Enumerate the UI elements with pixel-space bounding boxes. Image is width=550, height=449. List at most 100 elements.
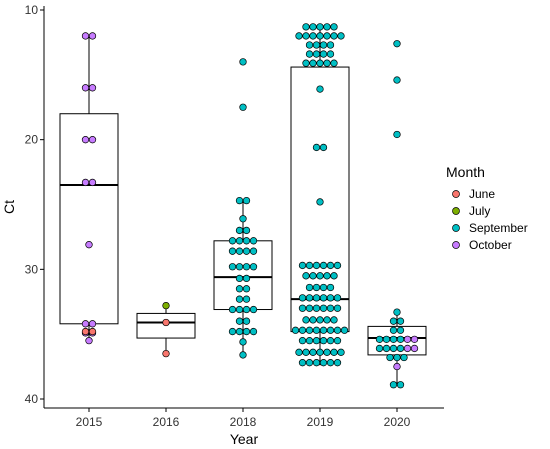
data-point (319, 337, 328, 345)
data-point (239, 58, 247, 66)
legend-label: June (469, 187, 495, 201)
data-point (305, 41, 314, 49)
box-body (136, 312, 196, 339)
data-point (239, 351, 247, 359)
data-point (235, 305, 244, 314)
data-point (396, 326, 405, 334)
data-point (396, 317, 405, 325)
data-point (305, 50, 314, 58)
data-point (242, 263, 251, 271)
data-point (302, 23, 310, 31)
data-point (298, 304, 307, 312)
data-point (326, 41, 335, 49)
legend-key (452, 207, 460, 215)
data-point (396, 381, 405, 389)
data-point (242, 237, 251, 245)
data-point (319, 326, 328, 334)
data-point (323, 59, 331, 67)
box-body (290, 66, 350, 333)
data-point (319, 359, 328, 367)
data-point (242, 196, 251, 205)
legend-key (452, 224, 460, 232)
data-point (235, 317, 244, 325)
data-point (309, 348, 317, 356)
data-point (333, 337, 342, 345)
data-point (81, 320, 90, 328)
legend-title: Month (446, 164, 485, 180)
data-point (330, 32, 338, 40)
data-point (88, 32, 97, 40)
data-point (323, 23, 331, 31)
data-point (316, 316, 324, 324)
data-point (309, 272, 317, 280)
data-point (298, 359, 307, 367)
data-point (162, 301, 170, 310)
data-point (309, 59, 317, 67)
data-point (312, 294, 321, 302)
data-point (333, 359, 342, 367)
data-point (316, 59, 324, 67)
y-tick-label: 20 (25, 133, 39, 147)
data-point (249, 327, 258, 336)
data-point (249, 237, 258, 245)
data-point (319, 143, 328, 152)
data-point (295, 32, 303, 40)
data-point (298, 337, 307, 345)
data-point (242, 327, 251, 336)
data-point (302, 348, 310, 356)
data-point (242, 305, 251, 314)
data-point (242, 247, 251, 255)
data-point (88, 178, 97, 187)
data-point (386, 353, 394, 362)
axes: 10 20 30 40 2015 2016 2018 2019 2020 (25, 3, 444, 429)
data-point (305, 337, 314, 345)
data-point (249, 305, 258, 314)
data-point (410, 344, 419, 353)
data-point (305, 261, 314, 270)
data-point (81, 84, 90, 92)
data-point (337, 32, 345, 40)
data-point (330, 59, 338, 67)
data-point (319, 304, 328, 312)
data-point (389, 335, 398, 344)
data-point (305, 304, 314, 312)
data-point (319, 294, 328, 302)
data-point (375, 335, 384, 344)
data-point (312, 143, 321, 152)
data-point (228, 263, 237, 271)
data-point (393, 362, 401, 371)
data-point (235, 237, 244, 245)
data-point (326, 326, 335, 334)
data-point (337, 348, 345, 356)
data-point (235, 196, 244, 205)
data-point (333, 326, 342, 334)
x-tick-label: 2016 (153, 415, 180, 429)
data-point (309, 32, 317, 40)
data-point (235, 327, 244, 336)
data-point (312, 261, 321, 270)
data-point (393, 40, 401, 48)
data-point (298, 326, 307, 334)
data-point (333, 294, 342, 302)
data-point (162, 349, 170, 358)
data-point (326, 294, 335, 302)
data-point (309, 23, 317, 31)
data-point (235, 226, 244, 235)
data-point (81, 32, 90, 40)
data-point (316, 198, 324, 206)
y-tick-label: 40 (25, 392, 39, 406)
data-point (312, 337, 321, 345)
data-point (393, 130, 401, 139)
data-point (319, 50, 328, 58)
data-point (312, 50, 321, 58)
data-point (235, 263, 244, 271)
data-point (330, 23, 338, 31)
legend: Month June July September October (446, 164, 528, 252)
data-point (393, 308, 401, 316)
data-point (389, 317, 398, 325)
box-body (59, 113, 119, 325)
data-point (85, 337, 93, 345)
y-tick-label: 30 (25, 262, 39, 276)
data-point (333, 261, 342, 270)
